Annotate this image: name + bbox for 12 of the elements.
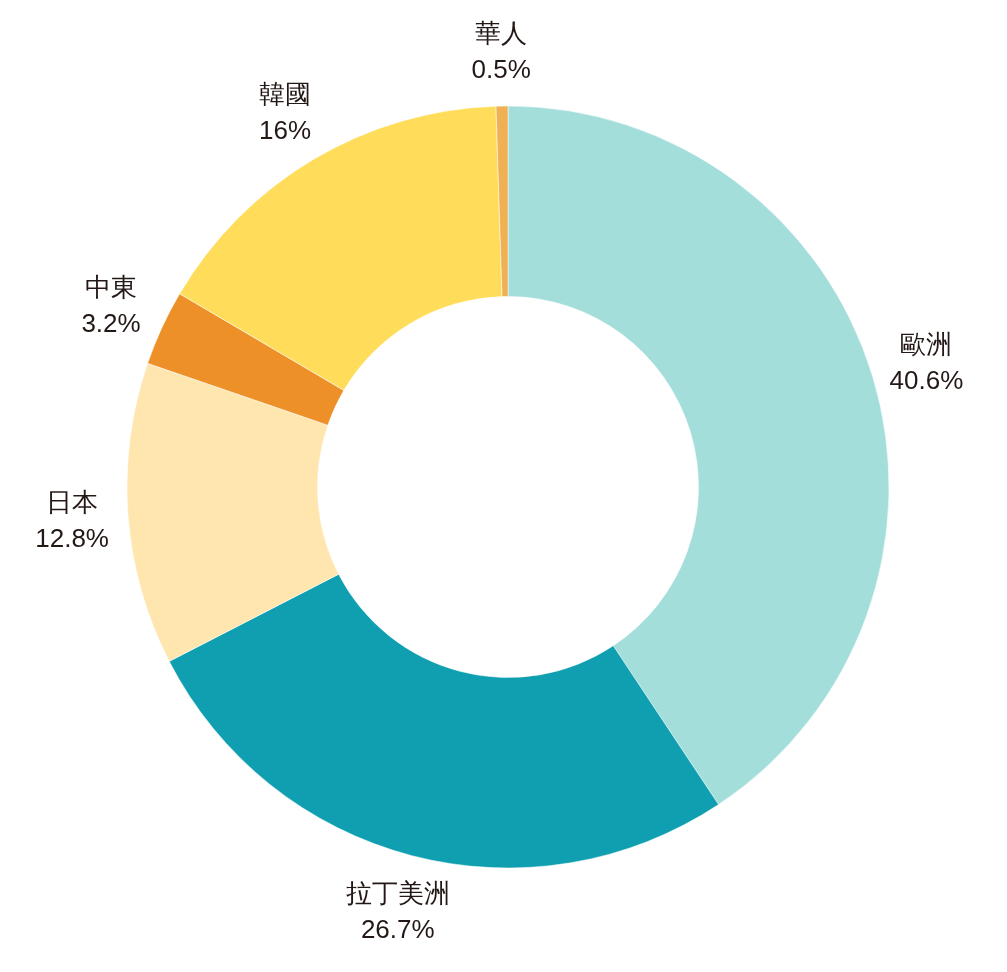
data-label: 0.5% xyxy=(471,54,531,85)
slice-label: 中東 xyxy=(85,272,138,303)
slice-label: 日本 xyxy=(46,486,99,517)
data-label: 40.6% xyxy=(889,364,964,395)
slice-label: 歐洲 xyxy=(900,328,953,359)
slice-label: 拉丁美洲 xyxy=(345,877,450,908)
slice-label: 韓國 xyxy=(259,79,312,110)
data-label: 3.2% xyxy=(81,308,141,339)
slice-label: 華人 xyxy=(475,18,528,49)
data-label: 26.7% xyxy=(360,913,435,944)
data-label: 16% xyxy=(259,115,312,146)
data-label: 12.8% xyxy=(35,522,110,553)
